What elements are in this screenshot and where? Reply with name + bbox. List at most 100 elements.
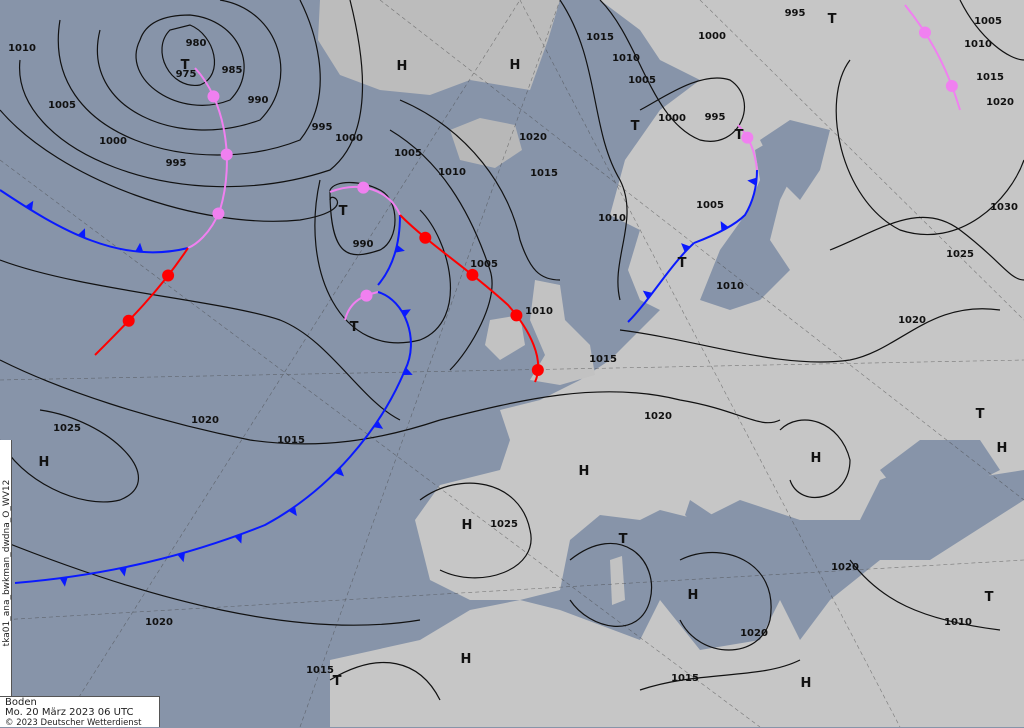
isobar-line <box>439 391 781 424</box>
cold-front-triangle <box>720 221 729 231</box>
isobar-label: 1005 <box>974 16 1002 27</box>
isobar-label: 1005 <box>470 259 498 270</box>
isobar-line <box>619 308 1001 363</box>
warm-front <box>94 247 189 356</box>
occlusion-front <box>904 4 961 111</box>
low-pressure-center: T <box>333 674 342 689</box>
isobar-label: 1010 <box>598 213 626 224</box>
isobar-label: 1015 <box>976 72 1004 83</box>
graticule-line <box>59 0 521 727</box>
isobar-line <box>0 109 338 222</box>
isobar-label: 1010 <box>612 53 640 64</box>
isobar-line <box>135 14 245 106</box>
occlusion-front <box>187 67 228 249</box>
isobar-line <box>0 539 421 626</box>
cold-front <box>0 189 189 254</box>
cold-front-triangle <box>402 367 413 375</box>
high-pressure-center: H <box>461 652 472 667</box>
occlusion-front-semicircle <box>212 207 225 220</box>
graticule-line <box>699 0 1024 321</box>
graticule-line <box>0 359 1024 381</box>
corsica-sardinia <box>610 556 625 605</box>
valid-time-text: Mo. 20 März 2023 06 UTC <box>5 707 134 718</box>
isobar-label: 990 <box>353 239 374 250</box>
cold-front-triangle <box>177 552 185 563</box>
low-pressure-center: T <box>350 320 359 335</box>
occlusion-front-semicircle <box>357 181 370 194</box>
isobar-label: 1020 <box>644 411 672 422</box>
warm-front-semicircle <box>162 269 175 282</box>
isobar-label: 1010 <box>964 39 992 50</box>
iceland-land <box>450 118 522 168</box>
baltic-sea <box>700 130 800 310</box>
low-pressure-center: T <box>678 256 687 271</box>
isobar-label: 1020 <box>898 315 926 326</box>
isobar-label: 1010 <box>944 617 972 628</box>
isobar-line <box>389 129 493 371</box>
high-pressure-center: H <box>801 676 812 691</box>
isobar-line <box>97 0 282 131</box>
isobar-line <box>849 559 1001 631</box>
isobar-line <box>959 0 1024 61</box>
cold-front-triangle <box>373 420 384 429</box>
low-pressure-center: T <box>985 590 994 605</box>
isobar-line <box>829 216 1024 281</box>
europe-land <box>330 0 1024 727</box>
low-pressure-center: T <box>339 204 348 219</box>
isobar-label: 1005 <box>48 100 76 111</box>
isobar-label: 1015 <box>530 168 558 179</box>
isobar-line <box>419 482 532 579</box>
high-pressure-center: H <box>510 58 521 73</box>
cold-front-triangle <box>681 243 691 253</box>
cold-front-triangle <box>747 177 757 186</box>
occlusion-front-semicircle <box>220 148 233 161</box>
warm-front-semicircle <box>122 314 135 327</box>
high-pressure-center: H <box>997 441 1008 456</box>
isobar-label: 1015 <box>586 32 614 43</box>
cold-front-triangle <box>288 506 297 517</box>
cold-front-triangle <box>135 242 144 253</box>
graticule-line <box>0 559 1024 621</box>
isobar-line <box>19 0 364 188</box>
isobar-label: 1000 <box>658 113 686 124</box>
isobar-label: 995 <box>705 112 726 123</box>
occlusion-front-semicircle <box>945 80 958 93</box>
low-pressure-center: T <box>828 12 837 27</box>
isobar-label: 1010 <box>525 306 553 317</box>
isobar-label: 1020 <box>986 97 1014 108</box>
isobar-line <box>0 409 140 503</box>
level-text: Boden <box>5 697 37 708</box>
isobar-line <box>779 419 851 498</box>
isobar-label: 1020 <box>191 415 219 426</box>
high-pressure-center: H <box>579 464 590 479</box>
isobar-label: 1010 <box>8 43 36 54</box>
graticule-line <box>379 0 1024 501</box>
occlusion-front <box>344 291 379 321</box>
isobar-label: 995 <box>312 122 333 133</box>
low-pressure-center: T <box>181 58 190 73</box>
isobar-line <box>0 259 401 421</box>
product-id-text: tka01_ana_bwkman_dwdna_O_WV12 <box>2 479 12 647</box>
cold-front-triangle <box>25 200 34 211</box>
ireland-land <box>485 315 525 360</box>
high-pressure-center: H <box>397 59 408 74</box>
great-britain-land <box>530 280 595 385</box>
occlusion-front <box>737 124 758 171</box>
landmasses <box>318 0 1024 727</box>
black-sea <box>880 440 1000 495</box>
occlusion-front-semicircle <box>741 131 754 144</box>
isobar-line <box>399 99 561 281</box>
low-pressure-center: T <box>976 407 985 422</box>
pressure-centers: H H H T T T T T T T H H H T H H T H T H T <box>39 12 1008 691</box>
cold-front-triangle <box>59 577 68 587</box>
isobar-line <box>57 0 321 156</box>
low-pressure-center: T <box>735 128 744 143</box>
high-pressure-center: H <box>39 455 50 470</box>
occlusion-front-semicircle <box>918 26 931 39</box>
high-pressure-center: H <box>688 588 699 603</box>
isobar-line <box>0 359 441 445</box>
isobar-label: 1000 <box>698 31 726 42</box>
warm-front-semicircle <box>419 231 432 244</box>
cold-front-triangle <box>77 228 86 239</box>
